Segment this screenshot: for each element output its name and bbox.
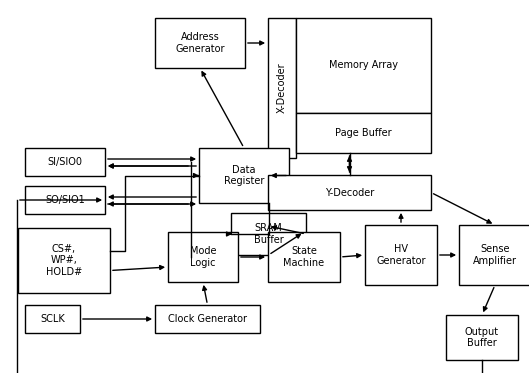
Bar	[365, 225, 437, 285]
Text: Y-Decoder: Y-Decoder	[325, 188, 374, 197]
Bar	[168, 232, 238, 282]
Text: Clock Generator: Clock Generator	[168, 314, 247, 324]
Bar	[18, 228, 110, 293]
Text: Page Buffer: Page Buffer	[335, 128, 392, 138]
Bar	[268, 18, 296, 158]
Bar	[231, 213, 306, 255]
Text: Memory Array: Memory Array	[329, 60, 398, 70]
Text: SI/SIO0: SI/SIO0	[48, 157, 83, 167]
Text: Mode
Logic: Mode Logic	[190, 246, 216, 268]
Text: State
Machine: State Machine	[284, 246, 325, 268]
Text: Data
Register: Data Register	[224, 165, 264, 186]
Text: SO/SIO1: SO/SIO1	[45, 195, 85, 205]
Text: Output
Buffer: Output Buffer	[465, 327, 499, 348]
Bar	[296, 18, 431, 113]
Bar	[25, 305, 80, 333]
Bar	[459, 225, 529, 285]
Text: Sense
Amplifier: Sense Amplifier	[473, 244, 517, 266]
Bar	[446, 315, 518, 360]
Text: HV
Generator: HV Generator	[376, 244, 426, 266]
Text: X-Decoder: X-Decoder	[277, 63, 287, 113]
Bar	[25, 148, 105, 176]
Text: Address
Generator: Address Generator	[175, 32, 225, 54]
Bar	[268, 175, 431, 210]
Bar	[155, 305, 260, 333]
Bar	[25, 186, 105, 214]
Bar	[268, 232, 340, 282]
Bar	[296, 113, 431, 153]
Bar	[199, 148, 289, 203]
Text: CS#,
WP#,
HOLD#: CS#, WP#, HOLD#	[46, 244, 82, 277]
Text: SCLK: SCLK	[40, 314, 65, 324]
Text: SRAM
Buffer: SRAM Buffer	[253, 223, 284, 245]
Bar	[155, 18, 245, 68]
